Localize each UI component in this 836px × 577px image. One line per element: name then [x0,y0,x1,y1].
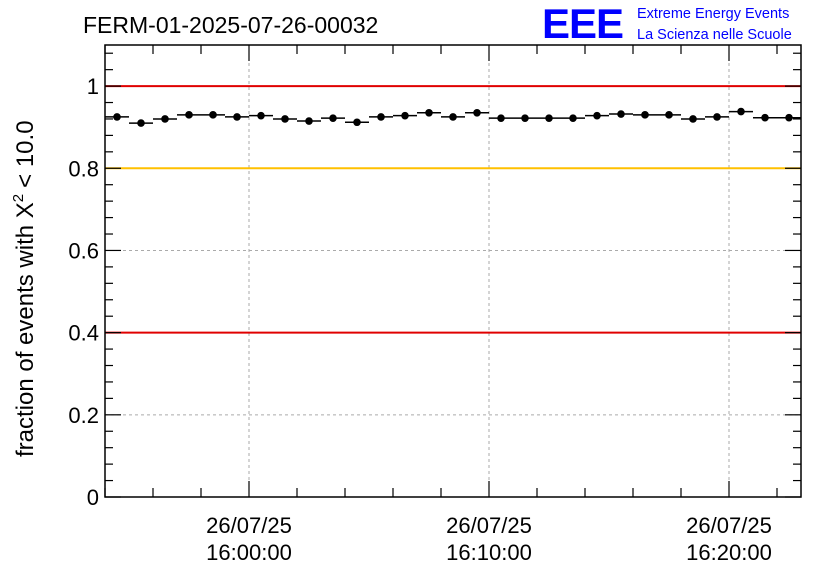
data-point [713,113,721,121]
data-point [761,113,769,122]
data-point [521,114,529,122]
eee-branding: EEE Extreme Energy Events La Scienza nel… [542,0,792,47]
x-tick-date-label: 26/07/25 [446,513,532,538]
data-point [617,110,625,118]
data-point [425,109,433,117]
y-axis-label-suffix: < 10.0 [12,120,39,187]
y-axis-label-main: fraction of events with [12,225,39,457]
data-point [233,113,241,121]
axes: 00.20.40.60.8126/07/2516:00:0026/07/2516… [68,45,801,565]
data-point [377,113,385,121]
plot-frame [104,44,802,498]
x-tick-time-label: 16:00:00 [206,540,292,565]
data-point [593,111,601,120]
data-points [105,107,801,127]
data-point [689,115,697,123]
data-point [113,113,121,121]
data-point [161,115,169,123]
brand-line-1: Extreme Energy Events [637,6,789,22]
data-point [185,111,193,119]
data-point [737,107,745,116]
x-tick-date-label: 26/07/25 [206,513,292,538]
data-point [401,111,409,120]
x-tick-time-label: 16:20:00 [686,540,772,565]
x-tick-time-label: 16:10:00 [446,540,532,565]
data-point [449,113,457,121]
data-point [497,114,505,122]
y-axis-label: fraction of events with X2 < 10.0 [10,120,39,457]
y-tick-label: 1 [87,74,99,99]
y-tick-label: 0.2 [68,403,99,428]
data-point [329,114,337,122]
data-point [257,111,265,120]
data-point [569,114,577,122]
y-axis-label-superscript: 2 [10,194,27,202]
reference-lines [105,85,801,334]
data-point [209,111,217,119]
x-tick-date-label: 26/07/25 [686,513,772,538]
y-axis-label-chi: X [12,202,39,218]
data-point [473,109,481,117]
y-tick-label: 0.8 [68,156,99,181]
brand-line-2: La Scienza nelle Scuole [637,27,792,43]
data-point [305,117,313,125]
y-tick-label: 0 [87,485,99,510]
data-point [665,111,673,119]
y-tick-label: 0.6 [68,238,99,263]
eee-logo: EEE [542,0,623,47]
data-point [641,111,649,119]
data-point [353,118,361,127]
chart-title: FERM-01-2025-07-26-00032 [83,12,378,38]
y-tick-label: 0.4 [68,321,99,346]
data-point [785,113,793,122]
data-point [545,114,553,122]
data-point [137,119,145,127]
data-point [281,115,289,123]
